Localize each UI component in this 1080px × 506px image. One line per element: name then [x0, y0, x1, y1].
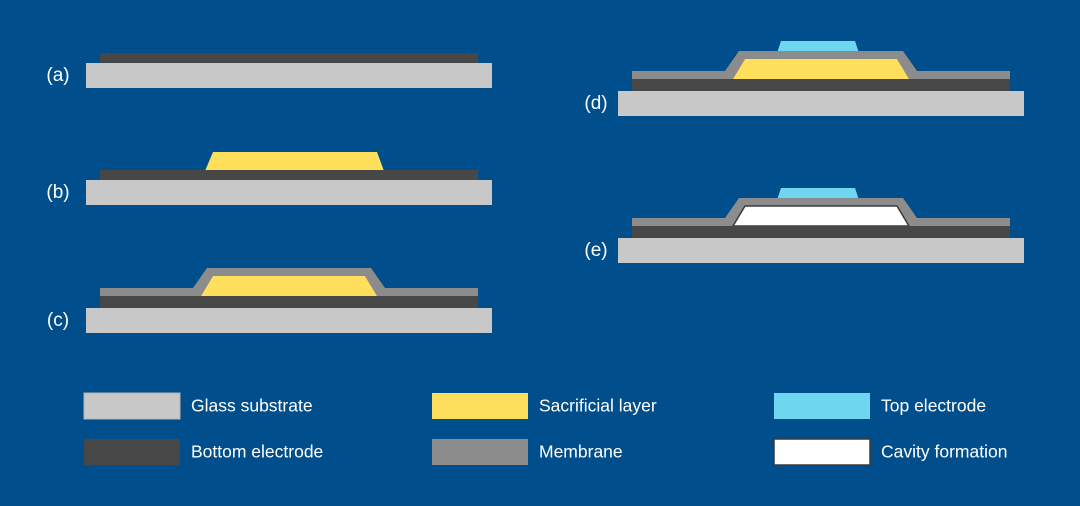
legend: Glass substrate Bottom electrode Sacrifi… [83, 392, 1007, 466]
panel-e-glass-substrate [618, 238, 1024, 263]
legend-label-bottom-electrode: Bottom electrode [191, 442, 323, 462]
legend-swatch-bottom-electrode [84, 439, 180, 465]
legend-swatch-membrane [432, 439, 528, 465]
legend-label-sacrificial-layer: Sacrificial layer [539, 396, 657, 416]
legend-item-glass-substrate: Glass substrate [83, 392, 313, 420]
legend-swatch-outline-cavity-formation [773, 438, 871, 466]
legend-item-sacrificial-layer: Sacrificial layer [432, 393, 657, 419]
panel-d-membrane [632, 51, 1010, 79]
legend-label-cavity-formation: Cavity formation [881, 442, 1007, 462]
legend-label-glass-substrate: Glass substrate [191, 396, 313, 416]
panel-d-label: (d) [584, 93, 607, 114]
panel-e-bottom-electrode [632, 226, 1010, 238]
panel-a-bottom-electrode [100, 53, 478, 63]
panel-a-label: (a) [46, 65, 69, 86]
panel-b-label: (b) [46, 182, 69, 203]
legend-item-membrane: Membrane [432, 439, 623, 465]
panel-b: (b) [46, 152, 492, 205]
panel-e-label: (e) [584, 240, 607, 261]
panel-e-cavity [733, 206, 909, 226]
panel-d: (d) [584, 41, 1024, 116]
panel-d-sacrificial-layer [733, 59, 909, 79]
panel-b-glass-substrate [86, 180, 492, 205]
panel-c-glass-substrate [86, 308, 492, 333]
legend-swatch-cavity-formation [774, 439, 870, 465]
panel-e: (e) [584, 188, 1024, 263]
legend-item-bottom-electrode: Bottom electrode [84, 439, 323, 465]
panel-c-membrane [100, 268, 478, 296]
legend-item-cavity-formation: Cavity formation [773, 438, 1007, 466]
panel-a-glass-substrate [86, 63, 492, 88]
legend-label-top-electrode: Top electrode [881, 396, 986, 416]
legend-label-membrane: Membrane [539, 442, 623, 462]
panel-c: (c) [47, 268, 492, 333]
legend-swatch-glass-substrate [84, 393, 180, 419]
panel-b-sacrificial-layer [205, 152, 384, 171]
panel-a: (a) [46, 53, 492, 88]
panel-c-label: (c) [47, 310, 69, 331]
panel-c-bottom-electrode [100, 296, 478, 308]
panel-e-membrane [632, 198, 1010, 226]
legend-item-top-electrode: Top electrode [774, 393, 986, 419]
panel-d-bottom-electrode [632, 79, 1010, 91]
legend-swatch-top-electrode [774, 393, 870, 419]
legend-swatch-sacrificial-layer [432, 393, 528, 419]
legend-swatch-outline-glass-substrate [83, 392, 181, 420]
panel-b-bottom-electrode [100, 170, 478, 180]
panel-d-glass-substrate [618, 91, 1024, 116]
panel-c-sacrificial-layer [201, 276, 377, 296]
